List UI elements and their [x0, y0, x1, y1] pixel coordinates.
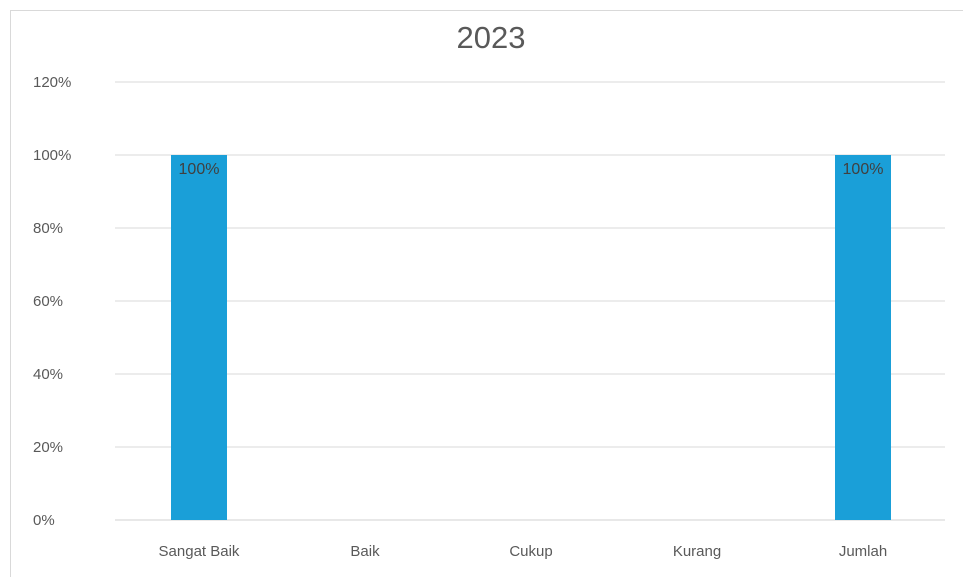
y-tick-label: 120%: [33, 74, 71, 91]
y-tick-label: 60%: [33, 293, 63, 310]
bar: [835, 155, 891, 520]
data-label: 100%: [843, 161, 884, 178]
bar: [171, 155, 227, 520]
x-tick-label: Baik: [350, 543, 380, 560]
y-tick-label: 20%: [33, 439, 63, 456]
y-tick-label: 100%: [33, 147, 71, 164]
x-axis-ticks: Sangat Baik Baik Cukup Kurang Jumlah: [159, 543, 888, 560]
x-tick-label: Sangat Baik: [159, 543, 240, 560]
x-tick-label: Kurang: [673, 543, 721, 560]
y-tick-label: 0%: [33, 512, 55, 529]
data-labels: 100% 100%: [179, 161, 884, 178]
y-axis-ticks: 0% 20% 40% 60% 80% 100% 120%: [33, 74, 71, 529]
chart-area: [10, 10, 963, 577]
x-tick-label: Cukup: [509, 543, 552, 560]
y-tick-label: 80%: [33, 220, 63, 237]
x-tick-label: Jumlah: [839, 543, 887, 560]
chart-title: 2023: [457, 20, 526, 55]
data-label: 100%: [179, 161, 220, 178]
bars: [171, 155, 891, 520]
y-tick-label: 40%: [33, 366, 63, 383]
gridlines: [115, 81, 945, 521]
